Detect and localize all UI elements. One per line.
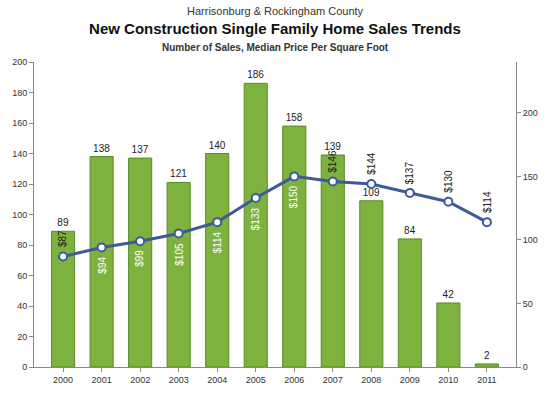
svg-text:140: 140 [12, 149, 27, 159]
svg-text:2011: 2011 [477, 375, 496, 385]
svg-text:109: 109 [363, 187, 380, 198]
svg-text:2004: 2004 [207, 375, 227, 385]
svg-text:2009: 2009 [400, 375, 420, 385]
svg-text:$150: $150 [288, 185, 299, 208]
svg-text:20: 20 [17, 332, 27, 342]
svg-text:40: 40 [17, 301, 27, 311]
svg-text:$114: $114 [482, 191, 493, 213]
svg-text:50: 50 [523, 299, 533, 309]
svg-text:0: 0 [523, 362, 528, 372]
svg-text:200: 200 [12, 57, 27, 67]
svg-text:0: 0 [22, 362, 27, 372]
svg-text:2: 2 [484, 350, 490, 361]
svg-text:2002: 2002 [130, 375, 150, 385]
svg-text:New Construction Single Family: New Construction Single Family Home Sale… [89, 20, 461, 37]
svg-text:$87: $87 [57, 230, 68, 247]
svg-text:139: 139 [324, 141, 341, 152]
svg-text:2010: 2010 [438, 375, 458, 385]
svg-text:$94: $94 [97, 257, 108, 274]
svg-text:2003: 2003 [169, 375, 189, 385]
svg-text:160: 160 [12, 118, 27, 128]
svg-text:2001: 2001 [92, 375, 112, 385]
svg-text:$133: $133 [250, 208, 261, 231]
svg-text:$105: $105 [174, 243, 185, 266]
svg-text:42: 42 [443, 289, 455, 300]
svg-text:2000: 2000 [53, 375, 73, 385]
svg-text:Number of Sales, Median Price: Number of Sales, Median Price Per Square… [162, 42, 389, 53]
svg-text:140: 140 [209, 140, 226, 151]
svg-text:$144: $144 [366, 152, 377, 175]
svg-text:$99: $99 [134, 250, 145, 267]
svg-text:120: 120 [12, 179, 27, 189]
svg-text:100: 100 [12, 210, 27, 220]
svg-text:138: 138 [93, 143, 110, 154]
svg-text:2008: 2008 [361, 375, 381, 385]
svg-text:Harrisonburg & Rockingham Coun: Harrisonburg & Rockingham County [187, 5, 364, 17]
svg-text:200: 200 [523, 108, 538, 118]
svg-text:2007: 2007 [323, 375, 343, 385]
svg-text:2006: 2006 [284, 375, 304, 385]
svg-text:137: 137 [132, 144, 149, 155]
svg-text:84: 84 [404, 225, 416, 236]
svg-text:186: 186 [247, 69, 264, 80]
svg-text:150: 150 [523, 172, 538, 182]
svg-text:89: 89 [57, 217, 69, 228]
svg-text:180: 180 [12, 88, 27, 98]
svg-text:2005: 2005 [246, 375, 266, 385]
svg-text:$137: $137 [404, 162, 415, 185]
svg-text:$130: $130 [443, 170, 454, 193]
svg-text:60: 60 [17, 271, 27, 281]
svg-text:$146: $146 [327, 150, 338, 173]
svg-text:158: 158 [286, 112, 303, 123]
svg-text:80: 80 [17, 240, 27, 250]
svg-text:$114: $114 [212, 231, 223, 253]
svg-text:100: 100 [523, 235, 538, 245]
svg-text:121: 121 [170, 168, 187, 179]
